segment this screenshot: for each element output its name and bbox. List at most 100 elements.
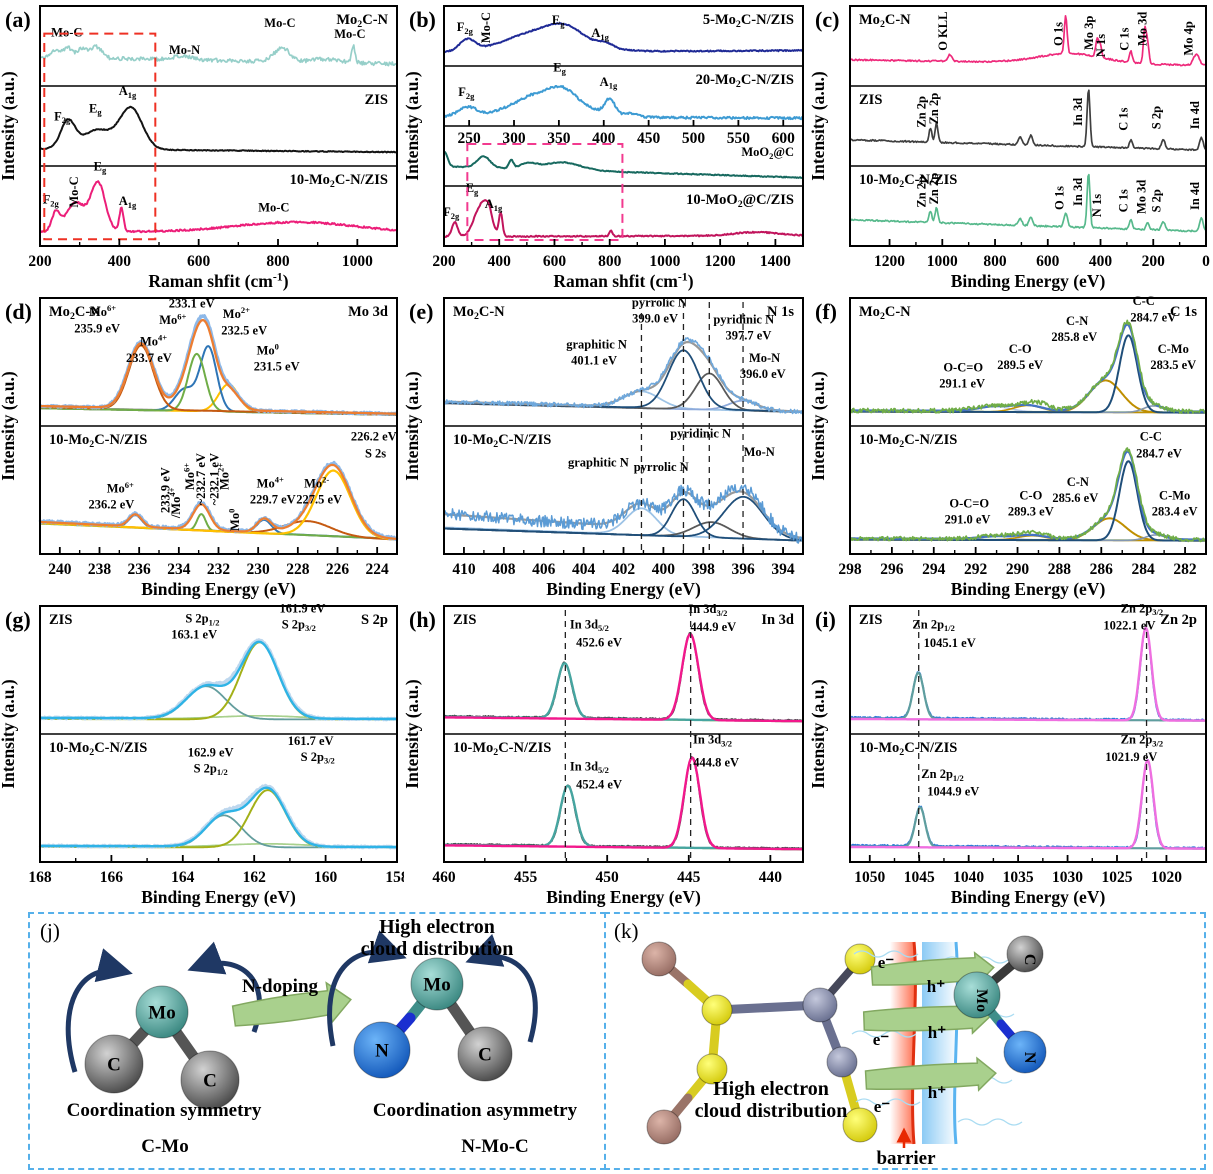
region-label: S 2p [361,612,388,628]
highlight-dashed-box [466,143,624,241]
peak-annotation: Zn 2p [927,173,941,205]
panel-letter: (f) [815,299,837,324]
peak-annotation: pyridinic N [713,313,774,327]
x-tick-label: 162 [243,869,267,886]
peak-annotation: S 2p3/2 [301,750,335,766]
peak-annotation: 1044.9 eV [927,784,979,798]
atom-sphere [1006,935,1044,973]
panel-letter: (a) [5,7,31,32]
y-axis-title: Intensity (a.u.) [0,679,18,789]
chart-e-svg: (e) Mo2C-N N 1s pyrrolic N 399.0 eV pyridinic… [404,295,804,599]
curved-arrow [465,933,538,1043]
peak-annotation: Eg [466,181,479,197]
peak-annotation: 1022.1 eV [1103,619,1155,633]
region-label: C 1s [1170,304,1197,320]
sample-label: 10-Mo2C-N/ZIS [290,172,388,190]
chart-f-svg: (f) Mo2C-N C 1s C-C 284.7 eV C-N 285.8 eV C-O 28… [810,294,1207,599]
peak-annotation: In 3d [1071,98,1085,126]
electron-transfer-arrow [864,1056,997,1092]
inner-x-tick-label: 400 [592,130,616,147]
peak-annotation: 284.7 eV [1130,311,1176,325]
peak-annotation: 163.1 eV [171,628,217,642]
atom-sphere [802,987,838,1023]
sample-label: 10-Mo2C-N/ZIS [859,740,957,758]
peak-annotation: graphitic N [568,455,629,469]
peak-annotation: Mo-C [264,16,295,30]
sample-label: Mo2C-N [859,12,911,30]
peak-annotation: Eg [94,159,107,175]
sample-label: 10-Mo2C-N/ZIS [49,740,147,758]
peak-annotation: 233.9 eV [159,467,173,513]
peak-annotation: In 3d3/2 [693,733,732,749]
spectrum-curve [849,759,1207,850]
spectrum-curve [39,463,398,540]
panel-letter: (d) [5,299,32,324]
peak-annotation: Eg [89,101,102,117]
peak-annotation: F2g [54,109,71,125]
atom-sphere [646,1109,682,1145]
peak-annotation: C-N [1066,314,1088,328]
x-tick-label: 298 [838,561,862,578]
atom-sphere [641,941,677,977]
spectrum-curve [443,199,804,238]
spectrum-curve [443,85,804,121]
peak-annotation: 452.4 eV [576,777,622,791]
x-tick-label: 1200 [874,253,905,270]
region-label: N 1s [767,304,794,320]
region-label: In 3d [761,612,794,628]
peak-annotation: 444.9 eV [690,620,736,634]
x-tick-label: 1040 [953,869,984,886]
electron-label: e⁻ [874,1097,891,1116]
y-axis-title: Intensity (a.u.) [810,71,828,181]
region-label: Mo 3d [348,304,388,320]
panel-j-letter: (j) [40,919,60,943]
peak-annotation: pyridinic N [670,427,731,441]
peak-annotation: A1g [485,197,503,213]
highlight-dashed-box [43,32,157,241]
sample-label: ZIS [453,612,476,628]
x-tick-label: 1200 [705,253,736,270]
wave-decoration [957,1118,1023,1126]
x-tick-label: 440 [759,869,783,886]
peak-annotation: In 4d [1188,182,1202,210]
sample-label: 10-MoO2@C/ZIS [686,192,794,210]
high-electron-caption: High electron cloud distribution [644,1078,898,1123]
wave-decoration [855,1098,921,1106]
hole-label: h⁺ [927,977,945,996]
x-tick-label: 234 [167,561,191,578]
x-tick-label: 1000 [927,253,958,270]
spectrum-curve [849,173,1207,233]
peak-annotation: Mo0 [257,342,279,358]
peak-annotation: Zn 2p3/2 [1121,733,1164,749]
peak-annotation: C-O [1019,489,1042,503]
peak-annotation: Mo-N [749,351,780,365]
panel-h: (h) ZIS In 3d In 3d5/2 452.6 eV In 3d3/2 444.9… [404,600,810,908]
peak-annotation: 452.6 eV [576,635,622,649]
x-tick-label: 164 [171,869,195,886]
peak-annotation: O 1s [1052,22,1066,46]
x-tick-label: 200 [432,253,456,270]
peak-annotation: Mo4+ [140,333,167,349]
peak-annotation: O 1s [1053,186,1067,210]
chart-h-svg: (h) ZIS In 3d In 3d5/2 452.6 eV In 3d3/2 444.9… [404,602,804,907]
spectrum-curve [849,14,1206,67]
peak-annotation: Mo2+ [216,463,232,490]
x-tick-label: 400 [108,253,132,270]
curved-arrow [327,930,407,1047]
panel-d: (d) Mo2C-N Mo 3d Mo6+ 235.9 eV 233.1 eV Mo6+ Mo… [0,292,404,600]
x-axis-title: Binding Energy (eV) [546,579,701,599]
peak-annotation: Mo2+ [223,305,250,321]
y-axis-title: Intensity (a.u.) [0,371,18,481]
x-tick-label: 224 [366,561,390,578]
peak-annotation: F2g [457,20,474,36]
x-tick-label: 228 [286,561,310,578]
spectrum-curve [443,756,804,851]
peak-annotation: Zn 2p [914,176,928,208]
spectrum-curve [849,447,1207,543]
peak-annotation: Zn 2p [927,93,941,125]
peak-annotation: 285.6 eV [1052,491,1098,505]
atom-sphere [135,985,189,1039]
peak-annotation: Mo-N [744,445,775,459]
sample-label: 10-Mo2C-N/ZIS [859,172,957,190]
peak-annotation: C-Mo [1158,342,1189,356]
